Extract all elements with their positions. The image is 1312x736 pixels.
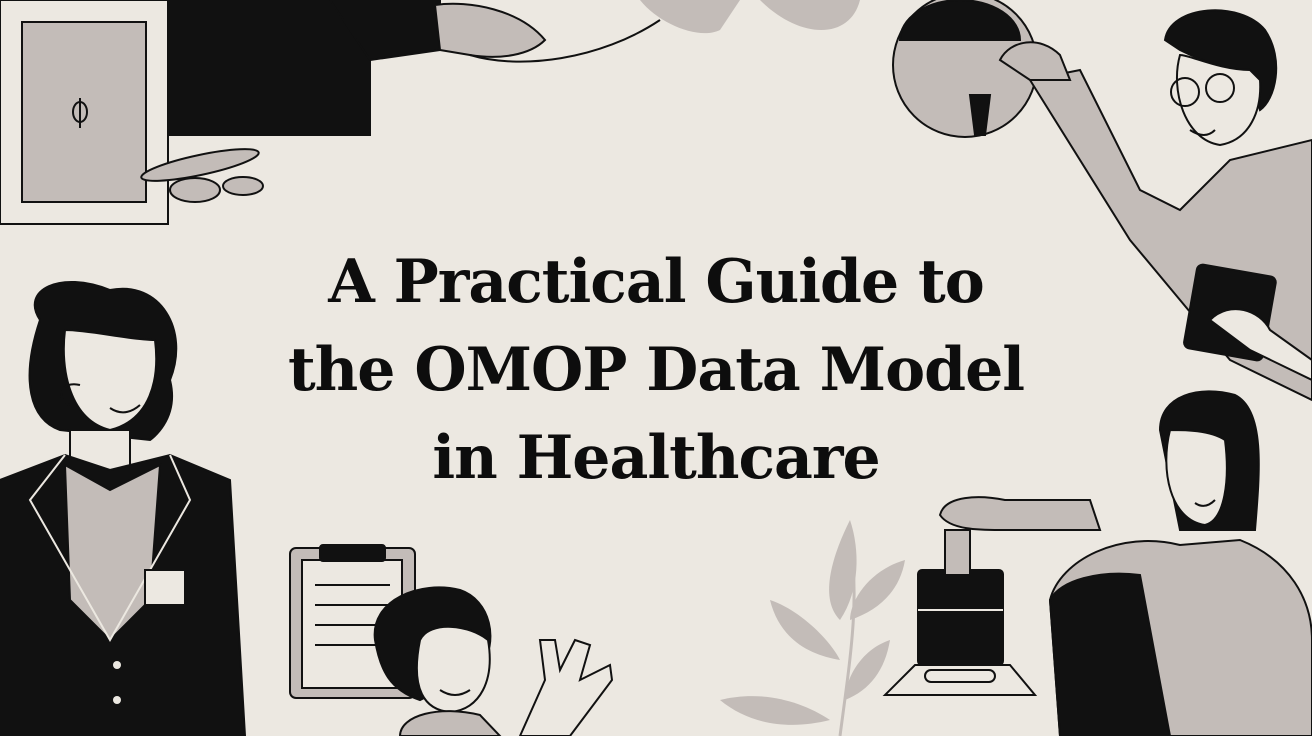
man-with-glasses — [998, 9, 1312, 402]
title-line-2: the OMOP Data Model — [287, 335, 1025, 405]
device-illustration — [882, 529, 1038, 696]
hero-title: A Practical Guide to the OMOP Data Model… — [0, 238, 1312, 502]
doctor-illustration — [0, 281, 247, 736]
child-illustration — [373, 586, 614, 736]
top-leaves — [640, 0, 860, 34]
handshake-arm — [140, 0, 661, 203]
door-illustration — [0, 0, 169, 225]
plant-illustration — [720, 520, 905, 736]
woman-illustration — [938, 390, 1312, 736]
title-line-3: in Healthcare — [432, 423, 880, 493]
title-line-1: A Practical Guide to — [328, 247, 985, 317]
lamp-illustration — [892, 0, 1038, 138]
